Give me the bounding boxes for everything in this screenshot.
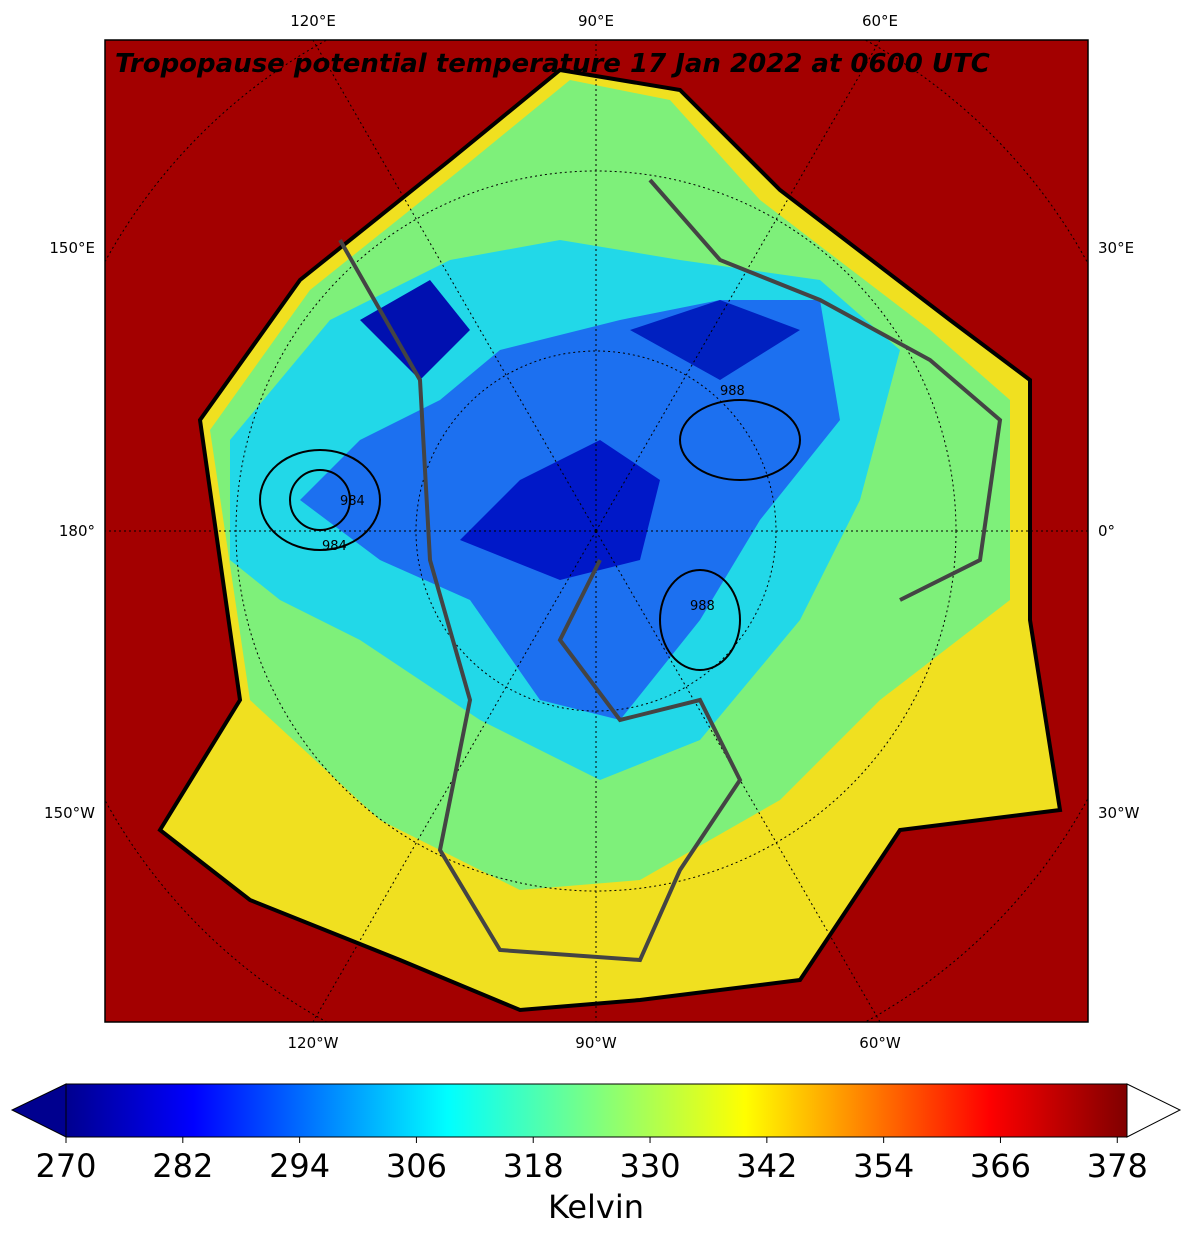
map-field: Tropopause potential temperature 17 Jan … [105,40,1088,1022]
lon-label: 120°W [288,1034,339,1052]
colorbar-tick-label: 330 [619,1147,680,1185]
geo-labels: 120°E 90°E 60°E 120°W 90°W 60°W 150°E 18… [44,12,1140,1052]
colorbar-tick-label: 366 [970,1147,1031,1185]
contour-label: 984 [340,494,365,509]
contour-label: 988 [690,599,715,614]
lon-label: 60°W [859,1034,901,1052]
lon-label: 90°E [578,12,614,30]
lat-label: 150°W [44,804,95,822]
colorbar: Kelvin 270 282 294 306 318 330 342 354 366 378 [10,1083,1182,1226]
colorbar-tick-label: 354 [853,1147,914,1185]
contour-label: 984 [322,539,347,554]
lat-label: 0° [1098,522,1115,540]
colorbar-label: Kelvin [548,1188,644,1226]
lon-label: 120°E [290,12,336,30]
contour-label: 988 [720,384,745,399]
map-frame [104,39,1089,1023]
lat-label: 150°E [49,239,95,257]
colorbar-tick-label: 294 [269,1147,330,1185]
colorbar-tick-label: 318 [503,1147,564,1185]
colorbar-tick-label: 342 [736,1147,797,1185]
colorbar-extend-low [10,1083,67,1138]
colorbar-bar [65,1083,1128,1138]
colorbar-tick-label: 282 [152,1147,213,1185]
colorbar-tick-label: 306 [386,1147,447,1185]
lat-label: 180° [59,522,95,540]
colorbar-tick-label: 270 [35,1147,96,1185]
colorbar-tick-label: 378 [1087,1147,1148,1185]
colorbar-extend-high [1126,1083,1182,1138]
lon-label: 60°E [862,12,898,30]
lat-label: 30°W [1098,804,1140,822]
lat-label: 30°E [1098,239,1134,257]
map-title: Tropopause potential temperature 17 Jan … [115,49,990,79]
lon-label: 90°W [575,1034,617,1052]
